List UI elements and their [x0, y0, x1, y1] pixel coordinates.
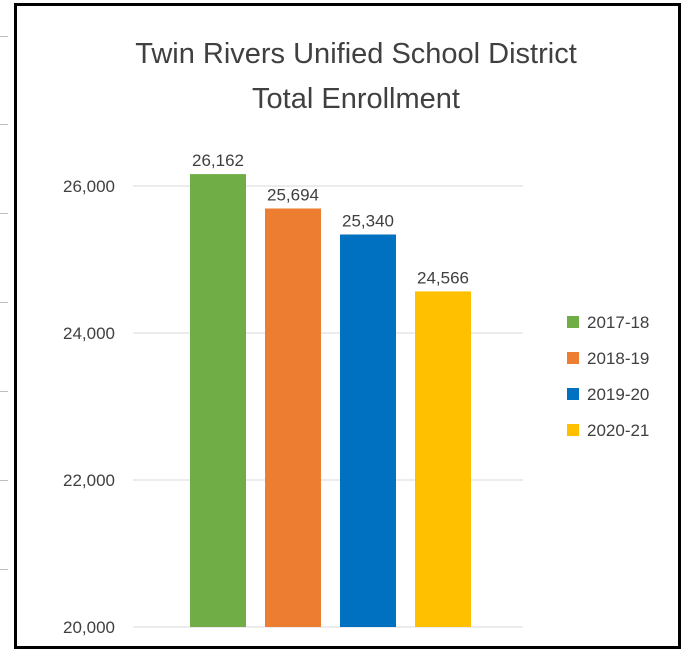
legend-label: 2018-19: [587, 349, 649, 368]
legend-swatch: [567, 352, 579, 364]
legend-swatch: [567, 388, 579, 400]
edge-tick: [0, 569, 8, 570]
chart-title: Twin Rivers Unified School District: [135, 38, 577, 70]
legend-label: 2019-20: [587, 385, 649, 404]
y-tick-label: 24,000: [63, 324, 115, 343]
bar-2018-19: [265, 208, 321, 627]
legend-swatch: [567, 424, 579, 436]
chart-subtitle: Total Enrollment: [252, 83, 460, 115]
y-tick-label: 22,000: [63, 471, 115, 490]
y-axis-ticks: 20,000 22,000 24,000 26,000: [63, 177, 115, 637]
bar-2019-20: [340, 234, 396, 627]
legend-label: 2017-18: [587, 313, 649, 332]
legend-label: 2020-21: [587, 421, 649, 440]
bar-2017-18: [190, 174, 246, 627]
left-edge-ticks: [0, 0, 10, 655]
y-tick-label: 26,000: [63, 177, 115, 196]
y-tick-label: 20,000: [63, 618, 115, 637]
edge-tick: [0, 480, 8, 481]
legend: 2017-18 2018-19 2019-20 2020-21: [567, 313, 649, 440]
data-label: 24,566: [417, 268, 469, 287]
bars: [190, 174, 471, 627]
bar-2020-21: [415, 291, 471, 627]
edge-tick: [0, 302, 8, 303]
edge-tick: [0, 213, 8, 214]
edge-tick: [0, 36, 8, 37]
data-label: 25,340: [342, 212, 394, 231]
data-label: 25,694: [267, 185, 319, 204]
data-label: 26,162: [192, 151, 244, 170]
legend-swatch: [567, 316, 579, 328]
edge-tick: [0, 391, 8, 392]
data-labels: 26,162 25,694 25,340 24,566: [192, 151, 469, 287]
edge-tick: [0, 124, 8, 125]
